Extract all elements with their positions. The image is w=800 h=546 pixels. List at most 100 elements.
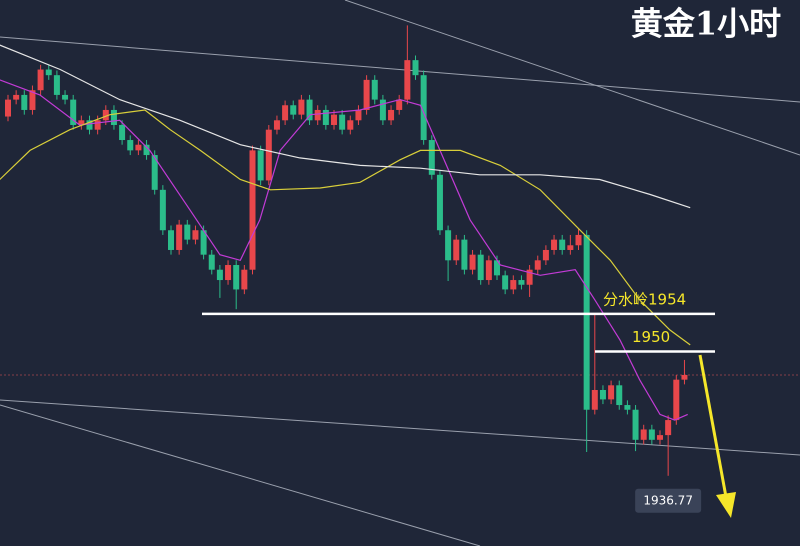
candle-body (583, 234, 590, 410)
candle-body (534, 260, 541, 270)
chart-title: 黄金1小时 (631, 5, 781, 43)
candle-body (78, 120, 85, 125)
candle-body (37, 69, 44, 91)
candle-body (599, 390, 606, 400)
candle-body (485, 260, 492, 281)
candle-body (616, 385, 623, 406)
candle-body (273, 120, 280, 130)
candle-body (53, 75, 60, 95)
candle-body (21, 94, 28, 110)
candle-body (257, 150, 264, 181)
candle-body (102, 109, 109, 121)
candle-body (640, 429, 647, 440)
candle-body (192, 230, 199, 240)
candle-body (420, 75, 427, 141)
candle-body (648, 429, 655, 440)
candle-body (477, 254, 484, 281)
candle-body (412, 60, 419, 76)
trend-line (344, 0, 800, 156)
candle-body (282, 105, 289, 121)
candle-body (233, 265, 240, 290)
candle-body (151, 155, 158, 190)
candle-body (241, 269, 248, 290)
low-label: 1936.77 (643, 493, 693, 507)
candle-body (681, 374, 688, 380)
candle-body (567, 245, 574, 250)
candle-body (363, 79, 370, 110)
arrow (698, 354, 736, 518)
candle-body (575, 234, 582, 246)
level-label: 1950 (632, 328, 670, 346)
candle-body (542, 249, 549, 261)
candle-body (632, 409, 639, 440)
candle-body (94, 120, 101, 130)
trend-line (0, 399, 800, 456)
candle-body (249, 150, 256, 270)
candle-body (208, 254, 215, 270)
candle-body (200, 230, 207, 255)
candle-body (143, 144, 150, 156)
arrow-shaft (698, 354, 728, 498)
moving-average (0, 79, 688, 421)
candle-body (135, 144, 142, 151)
candle-body (445, 230, 452, 261)
candle-body (673, 379, 680, 421)
candle-body (168, 230, 174, 250)
trend-line (0, 404, 481, 546)
candle-body (339, 114, 346, 130)
candle-body (225, 265, 232, 281)
candle-body (453, 239, 460, 261)
candle-body (428, 140, 435, 175)
candle-body (306, 99, 313, 121)
candle-body (216, 269, 223, 281)
arrow-head (716, 492, 736, 518)
candle-body (436, 174, 443, 231)
candle-body (5, 99, 11, 117)
candle-body (624, 405, 631, 410)
candle-body (469, 254, 476, 270)
candle-body (110, 109, 117, 125)
level-label: 分水岭1954 (603, 290, 686, 308)
candle-body (461, 239, 468, 270)
candle-body (331, 114, 337, 125)
candle-body (510, 280, 517, 290)
candle-body (127, 140, 134, 151)
plot (0, 25, 800, 476)
trend-line (0, 36, 800, 103)
candle-body (314, 109, 321, 121)
candle-body (29, 90, 36, 110)
candle-body (322, 109, 329, 125)
candle-body (176, 224, 183, 250)
candle-body (404, 60, 411, 100)
candle-body (657, 435, 663, 440)
candle-body (494, 260, 500, 276)
candle-body (559, 239, 566, 250)
candle-body (13, 94, 20, 100)
candle-body (347, 120, 354, 130)
candle-body (70, 99, 77, 125)
moving-average (0, 44, 691, 209)
candle-body (45, 69, 52, 76)
candle-body (379, 99, 386, 121)
candle-body (608, 385, 615, 400)
candle-body (265, 129, 272, 181)
candle-body (665, 420, 672, 436)
candle-body (62, 94, 69, 100)
low-label-box (635, 488, 702, 513)
candle-body (290, 105, 297, 115)
moving-average (0, 109, 691, 346)
candle-body (591, 390, 598, 410)
candle-body (551, 239, 558, 250)
candle-body (526, 269, 533, 285)
candle-body (119, 124, 126, 141)
candle-body (159, 189, 166, 231)
candle-body (518, 280, 525, 285)
candle-body (502, 275, 509, 290)
candle-body (298, 99, 305, 115)
candle-body (396, 99, 403, 110)
candle-body (388, 109, 395, 121)
candle-body (371, 79, 378, 100)
candle-body (86, 120, 93, 130)
